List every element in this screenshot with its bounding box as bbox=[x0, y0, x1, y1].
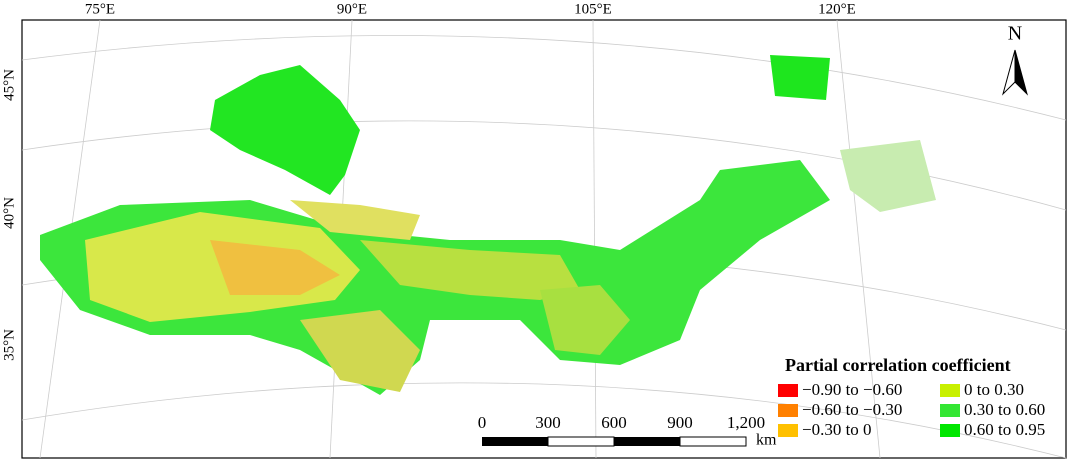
legend-swatch bbox=[778, 384, 798, 397]
parallel bbox=[21, 35, 1067, 121]
legend-label: −0.60 to −0.30 bbox=[802, 400, 902, 419]
region bbox=[210, 65, 360, 195]
region bbox=[300, 310, 420, 392]
region bbox=[290, 200, 420, 240]
scale-segment bbox=[482, 437, 548, 446]
scale-segment bbox=[679, 436, 747, 447]
scale-unit: km bbox=[756, 432, 777, 449]
region bbox=[770, 55, 830, 100]
legend-label: −0.90 to −0.60 bbox=[802, 380, 902, 399]
legend-swatch bbox=[940, 404, 960, 417]
lon-label: 105°E bbox=[574, 1, 612, 17]
legend-label: 0.60 to 0.95 bbox=[964, 420, 1045, 439]
legend-title: Partial correlation coefficient bbox=[785, 355, 1011, 375]
lat-label: 40°N bbox=[1, 197, 17, 229]
arrow-half bbox=[1014, 49, 1028, 96]
north-arrow: N bbox=[1002, 23, 1028, 96]
meridian bbox=[836, 19, 881, 459]
region bbox=[210, 240, 340, 295]
scale-segment bbox=[614, 437, 680, 446]
scale-label: 0 bbox=[478, 413, 487, 432]
lat-label: 45°N bbox=[1, 69, 17, 101]
legend-swatch bbox=[778, 404, 798, 417]
scale-segment bbox=[547, 436, 615, 447]
scale-label: 600 bbox=[601, 413, 627, 432]
raster bbox=[40, 55, 936, 395]
legend-swatch bbox=[940, 384, 960, 397]
region bbox=[540, 285, 630, 355]
north-label: N bbox=[1008, 23, 1022, 45]
scale-label: 300 bbox=[535, 413, 561, 432]
legend-label: 0 to 0.30 bbox=[964, 380, 1024, 399]
legend-label: −0.30 to 0 bbox=[802, 420, 872, 439]
lon-label: 75°E bbox=[85, 1, 115, 17]
meridian bbox=[592, 19, 597, 459]
lon-label: 90°E bbox=[337, 1, 367, 17]
lat-label: 35°N bbox=[1, 329, 17, 361]
lon-label: 120°E bbox=[818, 1, 856, 17]
parallel bbox=[21, 382, 1067, 459]
legend-label: 0.30 to 0.60 bbox=[964, 400, 1045, 419]
region bbox=[840, 140, 936, 212]
legend-swatch bbox=[778, 424, 798, 437]
region bbox=[360, 240, 580, 300]
scale-label: 1,200 bbox=[727, 413, 765, 432]
scale-label: 900 bbox=[667, 413, 693, 432]
legend-swatch bbox=[940, 424, 960, 437]
